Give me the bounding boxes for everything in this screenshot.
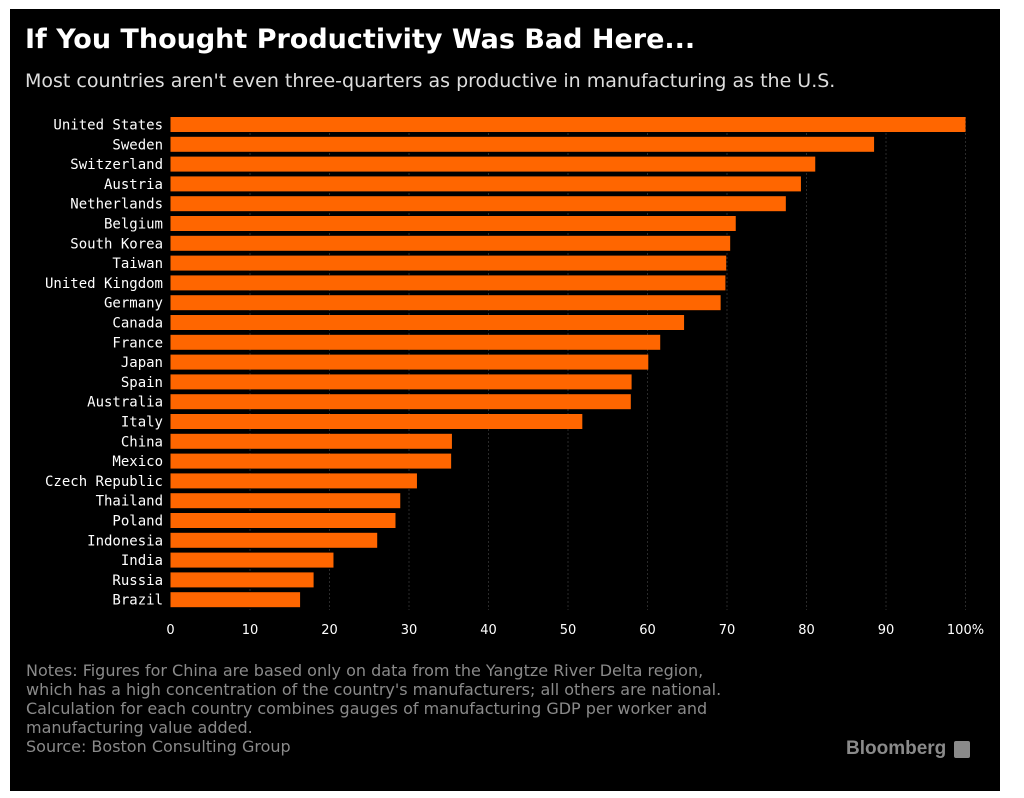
category-label: Taiwan [112, 256, 163, 272]
bar [170, 433, 452, 449]
bar [170, 453, 452, 469]
category-label: Czech Republic [45, 474, 163, 490]
category-label: Brazil [112, 593, 163, 609]
bar [170, 275, 726, 291]
x-tick-label: 10 [242, 623, 259, 638]
category-label: Thailand [96, 494, 163, 510]
bar [170, 235, 731, 251]
bar [170, 374, 632, 390]
chart-notes: Notes: Figures for China are based only … [26, 661, 786, 756]
category-label: Belgium [104, 217, 163, 233]
bar [170, 315, 685, 330]
bar [170, 552, 334, 568]
bar [170, 592, 301, 608]
category-label: Netherlands [70, 197, 163, 213]
x-tick-label: 60 [639, 623, 656, 638]
bar [170, 176, 801, 192]
bar [170, 156, 816, 172]
category-label: Switzerland [70, 157, 163, 173]
category-label: Canada [112, 316, 163, 332]
x-tick-label: 80 [798, 623, 815, 638]
bar [170, 354, 649, 370]
category-label: Sweden [112, 137, 163, 153]
category-label: Italy [121, 415, 163, 431]
chart-subtitle: Most countries aren't even three-quarter… [25, 70, 836, 92]
bar [170, 117, 966, 132]
category-label: Mexico [112, 454, 163, 470]
bar [170, 473, 417, 489]
bar [170, 295, 721, 311]
x-tick-label: 40 [480, 623, 497, 638]
bar [170, 136, 875, 152]
bar [170, 394, 631, 410]
bar [170, 216, 736, 231]
x-tick-label: 50 [560, 623, 577, 638]
bloomberg-logo: Bloomberg [846, 738, 971, 760]
category-label: Russia [112, 573, 163, 589]
note-line: manufacturing value added. [26, 718, 253, 737]
category-label: Poland [112, 514, 163, 530]
category-label: United States [53, 118, 163, 134]
bar [170, 532, 378, 548]
x-tick-label: 0 [166, 623, 174, 638]
note-line: Notes: Figures for China are based only … [26, 661, 704, 680]
note-line: Calculation for each country combines ga… [26, 699, 708, 718]
bar-chart: 0 10 20 30 40 50 60 70 80 90 100% United States Swed… [45, 117, 984, 638]
category-label: France [112, 335, 163, 351]
source-line: Source: Boston Consulting Group [26, 737, 291, 756]
bloomberg-chart-icon [954, 740, 971, 758]
category-label: Japan [121, 355, 163, 371]
category-label: Indonesia [87, 533, 163, 549]
logo-text: Bloomberg [846, 738, 947, 759]
category-label: Germany [104, 296, 163, 312]
category-label: India [121, 553, 163, 569]
note-line: which has a high concentration of the co… [26, 680, 722, 699]
bar [170, 334, 661, 350]
category-label: China [121, 434, 163, 450]
bar [170, 513, 396, 528]
bar [170, 414, 583, 429]
category-label: South Korea [70, 236, 163, 252]
bar [170, 196, 786, 212]
category-label: Austria [104, 177, 163, 193]
x-tick-label: 70 [719, 623, 736, 638]
chart-title: If You Thought Productivity Was Bad Here… [25, 24, 696, 55]
bar [170, 572, 314, 588]
bar [170, 493, 401, 509]
x-tick-label: 90 [878, 623, 895, 638]
x-tick-label: 100% [947, 623, 984, 638]
x-tick-label: 30 [401, 623, 418, 638]
category-label: Australia [87, 395, 163, 411]
x-tick-label: 20 [321, 623, 338, 638]
category-label: United Kingdom [45, 276, 163, 292]
category-label: Spain [121, 375, 163, 391]
bar [170, 255, 727, 271]
